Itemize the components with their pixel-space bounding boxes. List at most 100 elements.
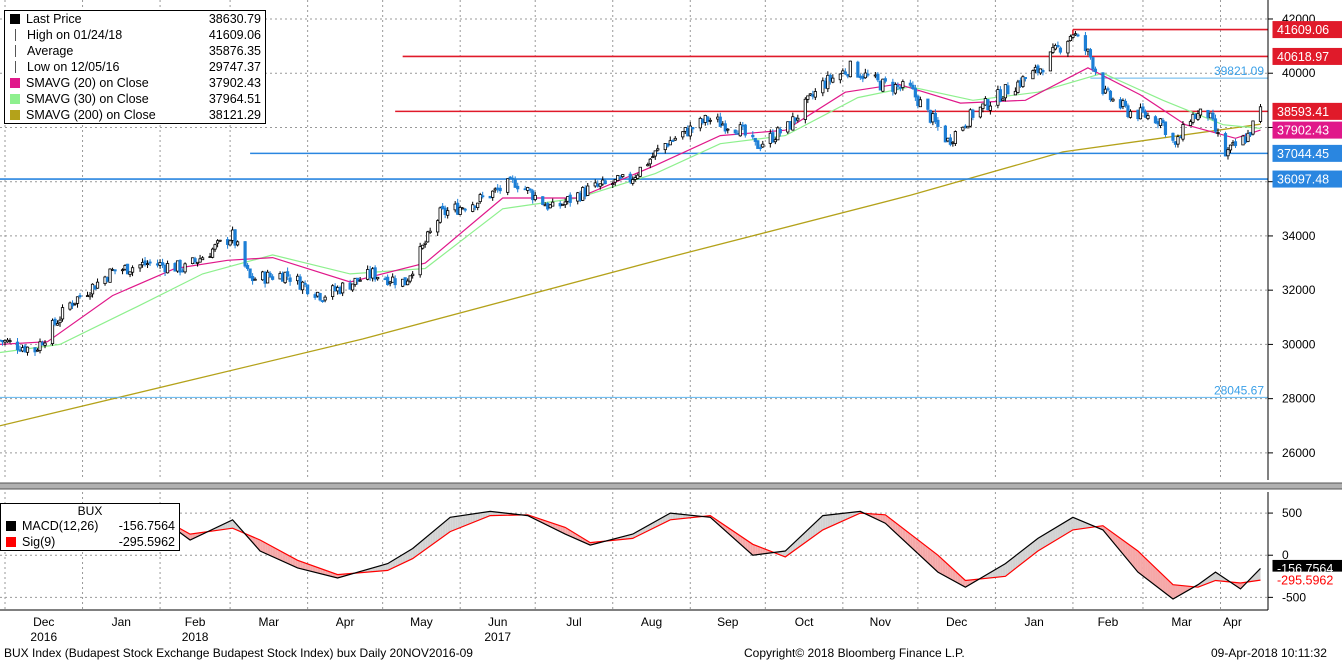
macd-value-tag: -295.5962 (1277, 574, 1333, 588)
candle-body (283, 271, 287, 284)
macd-fill-below (302, 562, 306, 570)
macd-fill-above (467, 514, 471, 525)
candle-body (531, 190, 535, 201)
candle-body (636, 174, 640, 179)
macd-legend-title: BUX (77, 504, 103, 518)
candle-body (1188, 121, 1193, 126)
candle-body (1191, 113, 1195, 123)
candle-body (786, 121, 790, 133)
x-tick-label: Nov (870, 615, 891, 629)
macd-fill-above (402, 553, 406, 564)
macd-fill-below (1157, 570, 1161, 590)
macd-fill-above (1017, 551, 1021, 567)
candle-body (916, 95, 920, 107)
x-tick-label: Feb (1098, 615, 1119, 629)
candle-body (651, 156, 655, 159)
macd-y-tick-label: -500 (1282, 590, 1306, 604)
candle-body (1258, 106, 1263, 122)
macd-fill-above (662, 515, 666, 524)
candle-body (333, 286, 337, 292)
candle-body (3, 340, 7, 343)
sma200-line (0, 123, 1261, 427)
candle-body (70, 302, 75, 307)
macd-legend-item-label: MACD(12,26) (22, 519, 99, 533)
macd-fill-below (1115, 534, 1118, 548)
macd-fill-below (892, 520, 896, 533)
year-label: 2016 (30, 630, 57, 644)
macd-fill-below (325, 570, 328, 576)
candle-body (271, 276, 275, 280)
legend-item-row: Average 35876.35 (5, 43, 265, 59)
candle-body (966, 125, 970, 129)
candle-body (40, 342, 45, 346)
candle-body (998, 89, 1002, 102)
macd-fill-above (1070, 517, 1073, 532)
macd-fill-below (260, 540, 263, 553)
candle-body (943, 125, 947, 143)
macd-fill-above (825, 515, 828, 529)
candle-body (603, 180, 607, 185)
macd-fill-below (757, 546, 761, 555)
candle-body (1021, 76, 1025, 88)
macd-fill-above (407, 549, 411, 561)
candle-body (681, 131, 685, 138)
candle-body (145, 263, 150, 266)
candle-body (776, 127, 780, 141)
candle-body (401, 278, 405, 287)
legend-item-row: High on 01/24/18 41609.06 (5, 27, 265, 43)
candle-body (95, 281, 100, 289)
candle-body (198, 258, 202, 263)
macd-fill-above (1035, 538, 1038, 553)
macd-fill-above (492, 511, 496, 516)
candle-body (761, 143, 765, 148)
candle-body (225, 239, 230, 245)
legend-item-label: Average (27, 44, 74, 58)
candle-body (1136, 109, 1140, 120)
footer-timestamp: 09-Apr-2018 10:11:32 (1211, 646, 1327, 660)
candle-body (516, 185, 520, 190)
macd-fill-below (752, 544, 756, 556)
macd-fill-above (415, 544, 418, 557)
legend-item-value: 38121.29 (208, 108, 261, 122)
candle-body (1226, 149, 1230, 157)
year-label: 2018 (182, 630, 209, 644)
candle-body (668, 140, 672, 146)
candle-body (421, 244, 425, 249)
macd-fill-below (1130, 545, 1133, 567)
candle-body (721, 123, 725, 126)
candle-body (876, 73, 880, 81)
candle-body (926, 98, 930, 110)
macd-fill-below (1180, 585, 1183, 595)
macd-fill-above (670, 513, 673, 520)
candle-body (103, 276, 107, 285)
candle-body (613, 179, 617, 183)
candle-body (598, 183, 602, 187)
candle-body (200, 257, 205, 261)
candle-body (1126, 105, 1130, 118)
candle-body (506, 178, 510, 193)
candle-body (968, 109, 972, 127)
macd-fill-below (940, 557, 943, 575)
macd-fill-above (677, 513, 681, 520)
candle-body (341, 282, 345, 294)
candle-body (113, 269, 117, 272)
candle-body (1173, 141, 1178, 145)
macd-fill-above (795, 539, 798, 550)
candle-body (266, 271, 270, 284)
macd-fill-below (1145, 558, 1148, 580)
macd-fill-above (657, 518, 661, 526)
price-value-tag: 41609.06 (1277, 23, 1329, 37)
frame (0, 0, 1342, 611)
macd-fill-below (932, 551, 936, 570)
macd-fill-below (280, 550, 283, 562)
candle-body (235, 241, 240, 246)
candle-body (828, 74, 832, 82)
candle-body (1023, 77, 1028, 79)
low-marker-icon (15, 61, 17, 73)
candle-body (180, 270, 185, 273)
candle-body (1211, 112, 1215, 120)
candle-body (190, 257, 195, 264)
macd-fill-above (1012, 555, 1016, 571)
macd-fill-below (300, 561, 303, 570)
